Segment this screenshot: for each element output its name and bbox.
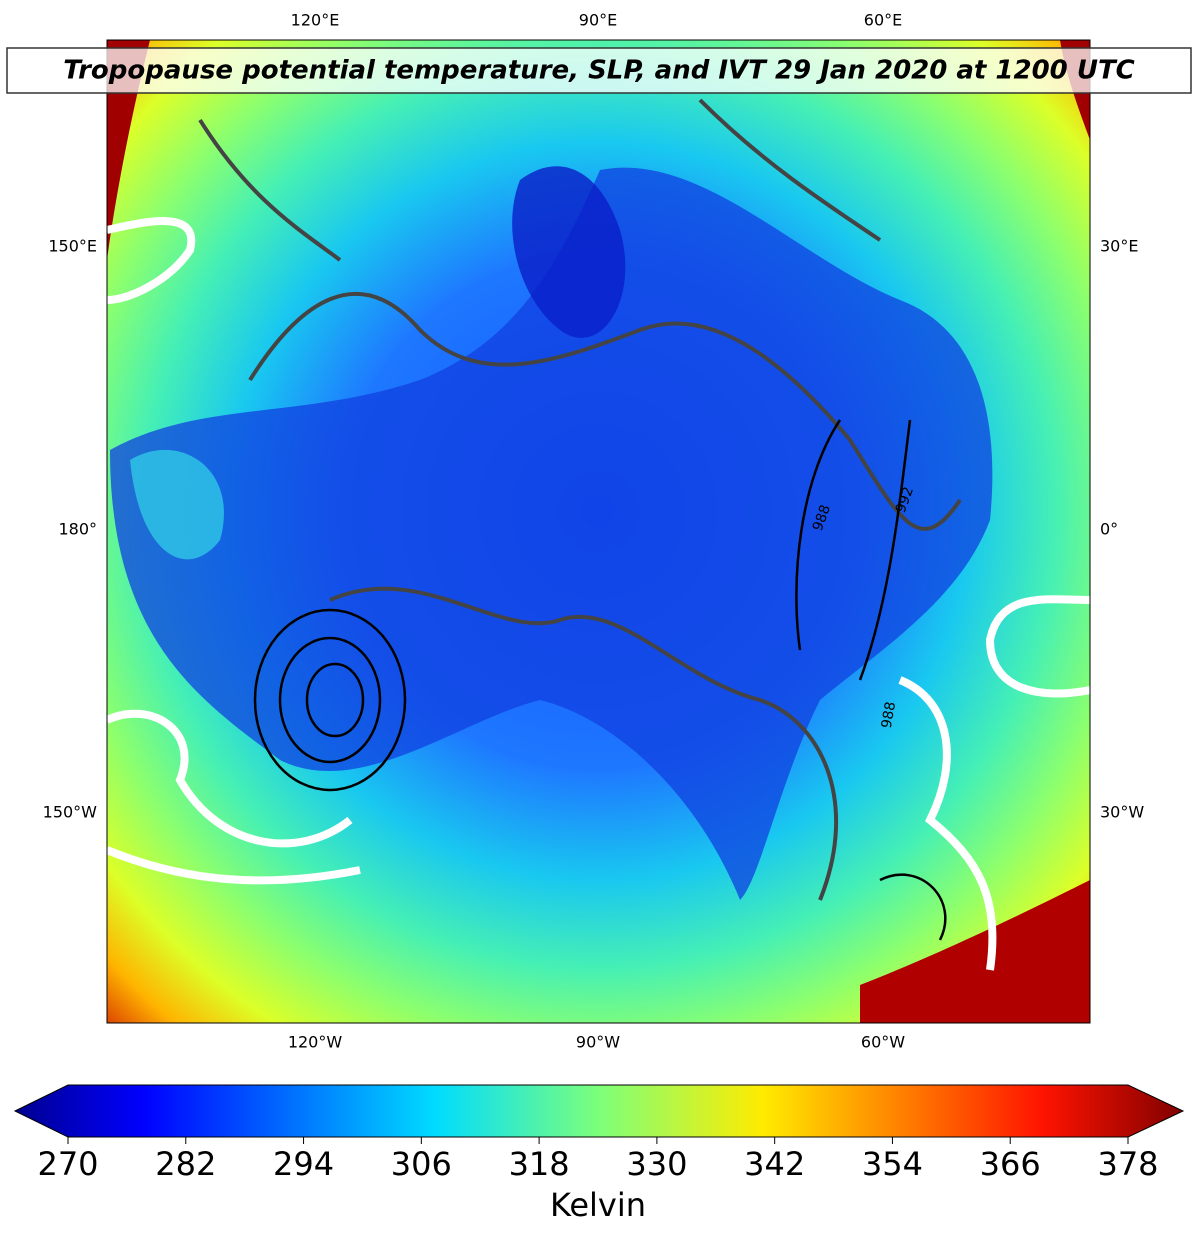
longitude-label: 120°E (291, 11, 340, 30)
colorbar-tick-label: 354 (862, 1145, 923, 1183)
colorbar-tick-label: 270 (37, 1145, 98, 1183)
title-box (6, 47, 1192, 94)
longitude-label: 60°W (861, 1033, 905, 1052)
colorbar (13, 1084, 1185, 1138)
longitude-label: 0° (1100, 520, 1118, 539)
colorbar-tick-label: 330 (626, 1145, 687, 1183)
map (107, 40, 1090, 1023)
map-frame (106, 39, 1091, 1024)
colorbar-tick-label: 282 (155, 1145, 216, 1183)
longitude-label: 120°W (288, 1033, 343, 1052)
longitude-label: 90°W (576, 1033, 620, 1052)
contour-label: 988 (879, 700, 899, 729)
colorbar-tick-label: 342 (744, 1145, 805, 1183)
longitude-label: 180° (58, 520, 97, 539)
longitude-label: 150°W (43, 803, 98, 822)
longitude-label: 90°E (579, 11, 617, 30)
colorbar-tick-label: 378 (1097, 1145, 1158, 1183)
colorbar-tick-label: 306 (391, 1145, 452, 1183)
colorbar-tick-label: 294 (273, 1145, 334, 1183)
title: Tropopause potential temperature, SLP, a… (63, 56, 1135, 86)
longitude-label: 30°E (1100, 237, 1138, 256)
longitude-label: 60°E (864, 11, 902, 30)
colorbar-label: Kelvin (550, 1186, 646, 1224)
longitude-label: 30°W (1100, 803, 1144, 822)
longitude-label: 150°E (48, 237, 97, 256)
colorbar-tick-label: 366 (980, 1145, 1041, 1183)
colorbar-tick-label: 318 (509, 1145, 570, 1183)
